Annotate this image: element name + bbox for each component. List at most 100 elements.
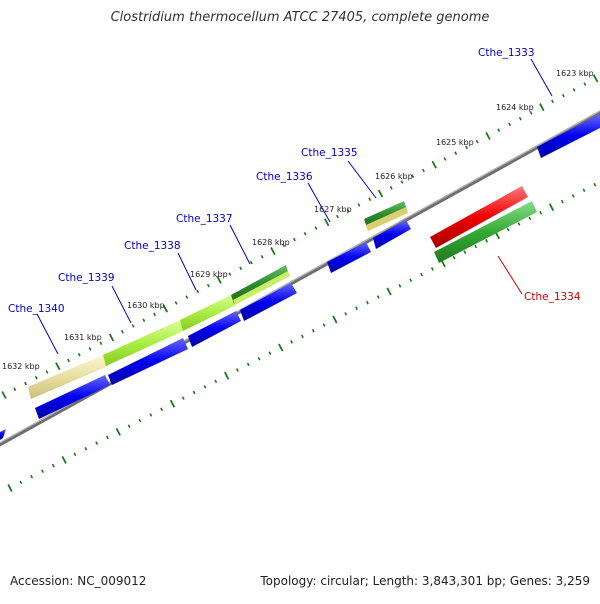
- outer-tick: [389, 185, 393, 190]
- outer-tick: [346, 209, 350, 213]
- connector-cthe-1338: [177, 252, 197, 291]
- outer-tick: [174, 301, 178, 305]
- outer-tick: [572, 88, 576, 92]
- forward-genes: [0, 114, 600, 440]
- gene-arrow-cthe-1334[interactable]: [430, 186, 528, 248]
- outer-tick: [421, 168, 425, 173]
- kbp-scale-labels: 1623 kbp 1624 kbp 1625 kbp 1626 kbp 1627…: [2, 69, 594, 371]
- gene-label-cthe-1335[interactable]: Cthe_1335: [301, 147, 358, 159]
- hit-bar-green-d[interactable]: [366, 207, 408, 231]
- inner-tick: [138, 418, 142, 423]
- connector-cthe-1339: [111, 285, 132, 324]
- inner-tick: [61, 455, 67, 464]
- inner-tick: [105, 435, 109, 440]
- kbp-label-1632: 1632 kbp: [2, 362, 40, 371]
- gene-arrow-offscreen[interactable]: [0, 429, 6, 440]
- outer-tick: [77, 352, 81, 357]
- outer-tick-row: [1, 74, 599, 399]
- outer-tick: [153, 312, 157, 317]
- hit-bar-green-b[interactable]: [233, 271, 290, 305]
- hit-bar-lime-1[interactable]: [103, 320, 183, 366]
- gene-label-cthe-1336[interactable]: Cthe_1336: [256, 171, 313, 183]
- outer-tick: [303, 232, 307, 236]
- gene-label-cthe-1334[interactable]: Cthe_1334: [524, 291, 581, 303]
- hit-bar-green-reverse[interactable]: [434, 201, 537, 263]
- gene-label-connectors: [36, 58, 553, 355]
- outer-tick: [239, 266, 243, 271]
- outer-tick: [260, 255, 264, 259]
- gene-label-cthe-1338[interactable]: Cthe_1338: [124, 240, 181, 252]
- outer-tick: [142, 318, 146, 322]
- inner-tick: [409, 278, 413, 282]
- gene-arrow-cthe-1338[interactable]: [188, 311, 241, 347]
- outer-tick: [249, 260, 253, 265]
- outer-tick: [55, 362, 61, 371]
- outer-tick: [216, 275, 222, 284]
- outer-tick: [88, 347, 92, 351]
- connector-cthe-1333: [530, 58, 553, 97]
- gene-label-cthe-1340[interactable]: Cthe_1340: [8, 303, 65, 315]
- inner-tick: [290, 340, 294, 344]
- outer-tick: [162, 304, 168, 313]
- inner-tick: [560, 199, 564, 204]
- inner-tick: [115, 427, 121, 436]
- outer-tick: [529, 111, 533, 115]
- outer-tick: [465, 145, 469, 150]
- outer-tick: [292, 237, 296, 242]
- hit-bar-tan[interactable]: [28, 354, 108, 399]
- outer-tick: [551, 99, 555, 104]
- inner-tick: [127, 424, 131, 428]
- connector-cthe-1340: [36, 313, 59, 355]
- outer-tick: [206, 283, 210, 288]
- kbp-label-1623: 1623 kbp: [556, 69, 594, 78]
- inner-tick: [332, 315, 338, 324]
- outer-tick: [377, 189, 384, 198]
- outer-tick: [592, 74, 599, 83]
- inner-tick: [73, 452, 77, 457]
- inner-tick: [582, 188, 586, 193]
- outer-tick: [196, 289, 200, 294]
- gene-label-cthe-1337[interactable]: Cthe_1337: [176, 213, 233, 225]
- inner-tick: [214, 379, 218, 384]
- inner-tick: [257, 357, 261, 361]
- inner-tick: [203, 385, 207, 389]
- inner-tick: [51, 463, 55, 468]
- outer-tick: [99, 341, 103, 345]
- kbp-label-1629: 1629 kbp: [190, 270, 228, 279]
- inner-tick: [474, 244, 478, 249]
- accession-text: Accession: NC_009012: [10, 574, 147, 588]
- inner-tick: [169, 399, 176, 408]
- outer-tick: [67, 358, 71, 363]
- gene-label-cthe-1339[interactable]: Cthe_1339: [58, 272, 115, 284]
- gene-arrow-cthe-1336[interactable]: [327, 242, 371, 273]
- hit-bar-lime-2[interactable]: [180, 294, 236, 331]
- outer-tick: [34, 375, 38, 380]
- inner-tick: [386, 287, 392, 296]
- outer-tick: [45, 370, 49, 374]
- inner-tick: [268, 351, 272, 355]
- inner-tick: [485, 239, 489, 243]
- connector-cthe-1337: [229, 224, 251, 265]
- gene-label-cthe-1333[interactable]: Cthe_1333: [478, 47, 535, 59]
- outer-tick: [454, 151, 458, 155]
- gene-arrow-cthe-1335[interactable]: [373, 220, 411, 249]
- inner-tick: [192, 390, 196, 395]
- inner-tick: [593, 182, 597, 187]
- inner-tick: [84, 446, 88, 451]
- inner-tick: [430, 267, 434, 271]
- inner-tick: [7, 483, 13, 493]
- inner-tick: [41, 469, 44, 473]
- outer-tick: [508, 122, 512, 127]
- outer-tick: [131, 324, 135, 328]
- gene-labels: Cthe_1333 Cthe_1335 Cthe_1336 Cthe_1337 …: [8, 47, 581, 315]
- gene-arrow-cthe-1339[interactable]: [108, 338, 188, 385]
- outer-tick: [400, 180, 404, 184]
- gene-arrow-cthe-1340[interactable]: [35, 375, 110, 419]
- outer-tick: [1, 391, 7, 399]
- inner-tick: [149, 413, 153, 417]
- gene-arrow-cthe-1337[interactable]: [240, 283, 297, 321]
- connector-cthe-1336: [307, 182, 331, 223]
- gene-arrow-cthe-1333[interactable]: [537, 114, 600, 158]
